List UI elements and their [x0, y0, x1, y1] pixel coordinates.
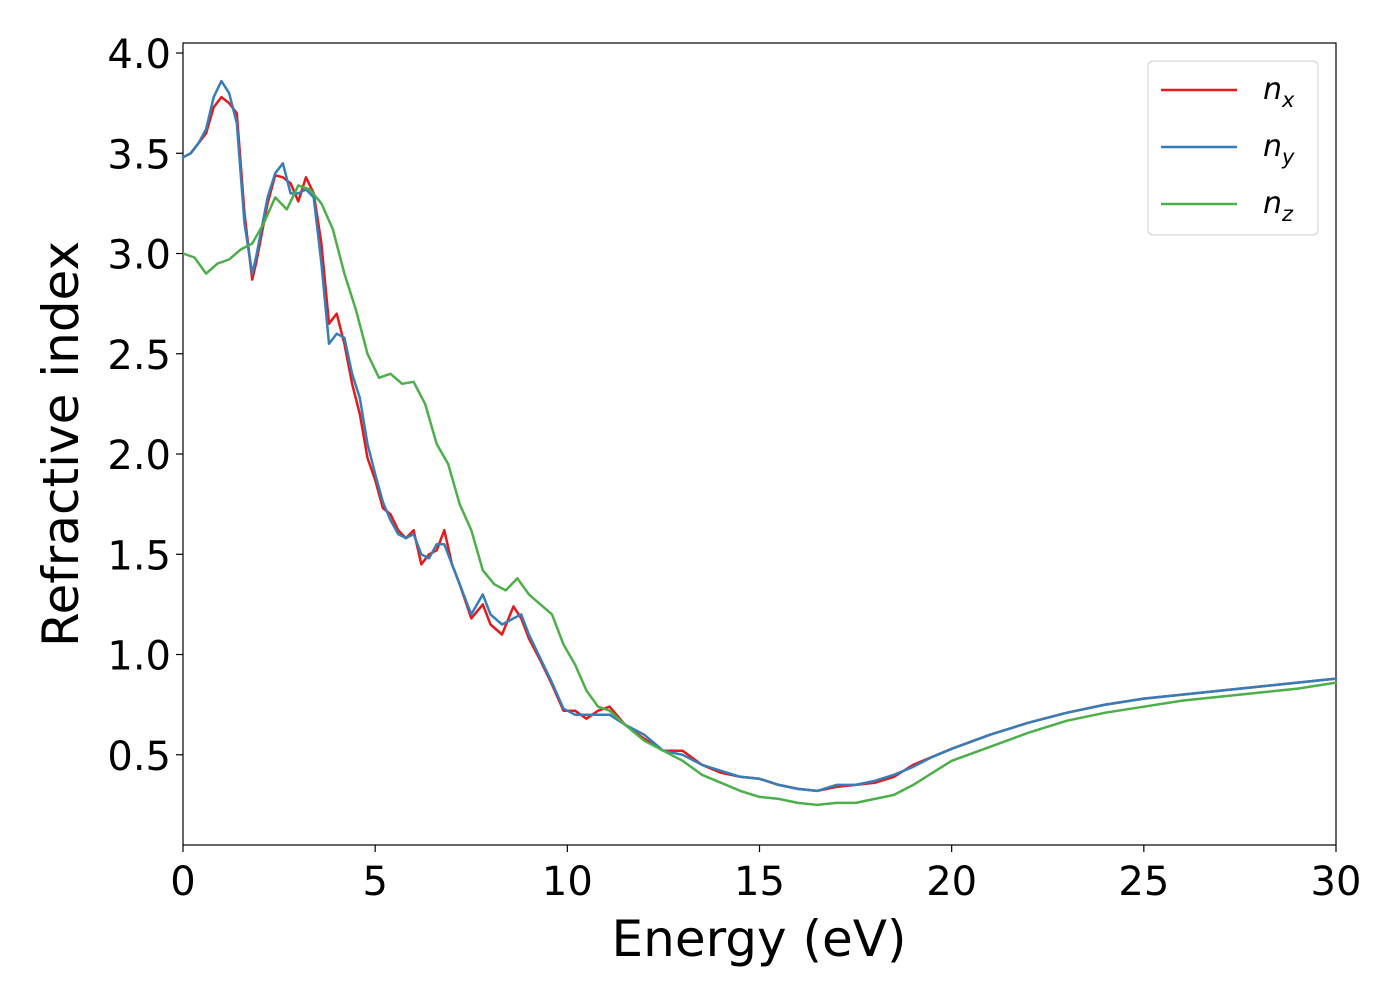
plot-area [182, 42, 1337, 846]
x-tick-label: 20 [926, 859, 977, 905]
legend-label-x: nx [1263, 72, 1295, 112]
x-tick-label: 15 [734, 859, 785, 905]
y-tick-label: 3.0 [107, 233, 171, 279]
y-tick-label: 0.5 [107, 734, 171, 780]
y-axis-ticks: 0.5 1.0 1.5 2.0 2.5 3.0 3.5 4.0 [107, 32, 183, 780]
x-tick-label: 25 [1118, 859, 1169, 905]
y-axis-title: Refractive index [32, 241, 90, 647]
series-line-y [181, 79, 1338, 793]
x-axis-title: Energy (eV) [612, 910, 907, 968]
series-layer [181, 79, 1338, 807]
legend: nx ny nz [1147, 60, 1319, 236]
y-tick-label: 2.0 [107, 433, 171, 479]
x-tick-label: 10 [542, 859, 593, 905]
legend-label-y: ny [1263, 129, 1295, 169]
y-tick-label: 2.5 [107, 333, 171, 379]
y-tick-label: 3.5 [107, 132, 171, 178]
x-tick-label: 0 [170, 859, 195, 905]
series-line-z [181, 184, 1338, 807]
y-tick-label: 4.0 [107, 32, 171, 78]
x-tick-label: 5 [362, 859, 387, 905]
legend-items: nx ny nz [1161, 72, 1295, 226]
y-tick-label: 1.5 [107, 533, 171, 579]
x-axis-ticks: 0 5 10 15 20 25 30 [170, 845, 1361, 905]
x-tick-label: 30 [1311, 859, 1362, 905]
legend-label-z: nz [1263, 186, 1294, 226]
y-tick-label: 1.0 [107, 634, 171, 680]
series-line-x [181, 95, 1338, 793]
